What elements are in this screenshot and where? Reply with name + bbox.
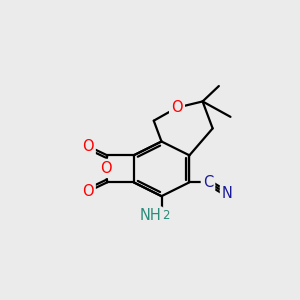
Text: O: O (82, 139, 94, 154)
Text: O: O (82, 184, 94, 199)
Text: O: O (100, 161, 112, 176)
Text: C: C (203, 175, 213, 190)
Text: O: O (171, 100, 183, 115)
Text: N: N (222, 186, 233, 201)
Text: NH: NH (140, 208, 161, 223)
Text: 2: 2 (162, 209, 170, 222)
